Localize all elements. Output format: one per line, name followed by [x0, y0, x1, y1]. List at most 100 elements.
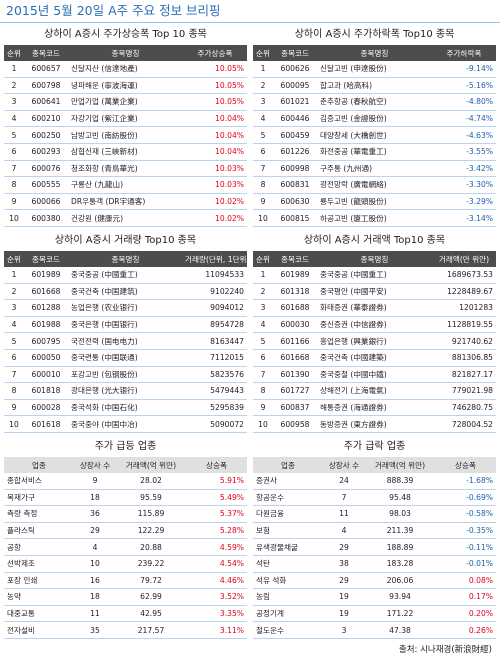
table-cell: 9 [4, 399, 24, 417]
table-cell: 600066 [24, 193, 68, 211]
table-cell: 3 [253, 93, 273, 111]
table-cell: 600630 [273, 193, 317, 211]
table-cell: 11 [323, 505, 365, 523]
table-row: 선박제조 10 239.22 4.54% [4, 555, 247, 573]
table-cell: 신달고빈 (申達股份) [317, 61, 432, 78]
table-cell: 8 [253, 176, 273, 194]
table-cell: 11 [74, 605, 116, 623]
table-cell: 남방고빈 (南紡股份) [68, 126, 183, 144]
table-row: 7 600998 구주통 (九州通) -3.42% [253, 160, 496, 178]
table-row: 8 601727 상해전기 (上海電氣) 779021.98 [253, 382, 496, 400]
table-cell: 211.39 [365, 522, 435, 540]
table-cell: 중국중철 (中國中鐵) [317, 366, 432, 384]
table-cell: 1228489.67 [432, 283, 496, 301]
column-header: 순위 [4, 45, 24, 61]
table-cell: 600210 [24, 110, 68, 128]
table-row: 6 600050 중국련통 (中国联通) 7112015 [4, 349, 247, 367]
table-row: 2 600095 합고과 (哈高科) -5.16% [253, 77, 496, 95]
table-row: 10 600958 동방증권 (東方證券) 728004.52 [253, 415, 496, 433]
table-cell: 공정기계 [253, 605, 323, 623]
table-row: 대중교통 11 42.95 3.35% [4, 605, 247, 623]
table-cell: 8 [4, 382, 24, 400]
table-cell: 600095 [273, 77, 317, 95]
table-cell: 881306.85 [432, 349, 496, 367]
table-cell: 중국건축 (中國建築) [317, 349, 432, 367]
table-cell: 746280.75 [432, 399, 496, 417]
table-cell: 김증고빈 (金證股份) [317, 110, 432, 128]
table-cell: -0.35% [435, 522, 496, 540]
table-section: 상하이 A증시 주가하락폭 Top10 종목 순위 종목코드 종목명칭 주가하락폭 1 60… [253, 23, 496, 229]
table-cell: 목재가구 [4, 489, 74, 507]
table-cell: 600795 [24, 332, 68, 350]
table-cell: 600626 [273, 61, 317, 78]
table-cell: 구룡산 (九龍山) [68, 176, 183, 194]
table-cell: 600815 [273, 209, 317, 227]
table-cell: 600446 [273, 110, 317, 128]
table-cell: 신달지산 (信達地產) [68, 61, 183, 78]
table-cell: 2 [4, 77, 24, 95]
table-cell: 1 [253, 267, 273, 284]
table-cell: 601989 [24, 267, 68, 284]
table-cell: 98.03 [365, 505, 435, 523]
table-cell: 7112015 [183, 349, 247, 367]
header-row: 업종 상장사 수 거래액(억 위안) 상승폭 [253, 457, 496, 473]
table-cell: 600657 [24, 61, 68, 78]
table-cell: 9 [74, 473, 116, 490]
column-header: 순위 [253, 251, 273, 267]
table-cell: 601166 [273, 332, 317, 350]
table-cell: 1128819.55 [432, 316, 496, 334]
table-row: 1 600657 신달지산 (信達地產) 10.05% [4, 61, 247, 78]
table-row: 공정기계 19 171.22 0.20% [253, 605, 496, 623]
table-cell: 합고과 (哈高科) [317, 77, 432, 95]
table-cell: 중국중야 (中国中冶) [68, 415, 183, 433]
table-cell: -4.80% [432, 93, 496, 111]
table-row: 10 600815 하공고빈 (廈工股份) -3.14% [253, 209, 496, 227]
table-cell: 5.91% [186, 473, 247, 490]
table-cell: 자강기업 (紫江企業) [68, 110, 183, 128]
column-header: 종목명칭 [68, 251, 183, 267]
table-cell: 122.29 [116, 522, 186, 540]
table-cell: 11094533 [183, 267, 247, 284]
table-cell: -9.14% [432, 61, 496, 78]
table-cell: 광전망락 (廣電網絡) [317, 176, 432, 194]
table-row: 7 600076 청조화항 (青鳥華光) 10.03% [4, 160, 247, 178]
table-cell: 42.95 [116, 605, 186, 623]
table-cell: 공항 [4, 538, 74, 556]
table-cell: 3 [323, 621, 365, 639]
table-section: 상하이 A증시 주가상승폭 Top 10 종목 순위 종목코드 종목명칭 주가상승폭 1 6… [4, 23, 247, 229]
table-cell: 36 [74, 505, 116, 523]
table-cell: 선박제조 [4, 555, 74, 573]
table-cell: 601618 [24, 415, 68, 433]
table-cell: -3.30% [432, 176, 496, 194]
table-row: 2 600798 녕파해운 (寧波海運) 10.05% [4, 77, 247, 95]
table-cell: 47.38 [365, 621, 435, 639]
header-row: 순위 종목코드 종목명칭 거래액(만 위안) [253, 251, 496, 267]
table-row: 9 600630 룡두고빈 (龍頭股份) -3.29% [253, 193, 496, 211]
table-cell: 2 [253, 77, 273, 95]
table-title: 상하이 A증시 거래액 Top10 종목 [303, 235, 446, 246]
table-title: 주가 급락 업종 [343, 441, 406, 452]
table-row: 4 600446 김증고빈 (金證股份) -4.74% [253, 110, 496, 128]
table-cell: 건강원 (健康元) [68, 209, 183, 227]
table-cell: 19 [323, 605, 365, 623]
column-header: 종목명칭 [317, 45, 432, 61]
table-cell: 중국건축 (中国建筑) [68, 283, 183, 301]
table-cell: 중국련통 (中国联通) [68, 349, 183, 367]
table-cell: 10 [74, 555, 116, 573]
table-title: 상하이 A증시 주가상승폭 Top 10 종목 [44, 29, 207, 40]
table-cell: 중신증권 (中信證券) [317, 316, 432, 334]
table-row: 9 600028 중국석화 (中国石化) 5295839 [4, 399, 247, 417]
table-cell: 38 [323, 555, 365, 573]
table-cell: 대양창세 (大橋創世) [317, 126, 432, 144]
table-cell: 239.22 [116, 555, 186, 573]
table-cell: 농약 [4, 588, 74, 606]
header-row: 업종 상장사 수 거래액(억 위안) 상승폭 [4, 457, 247, 473]
table-cell: 화전중공 (華電重工) [317, 143, 432, 161]
column-header: 종목코드 [273, 251, 317, 267]
table-cell: 4 [323, 522, 365, 540]
table-cell: 항공운수 [253, 489, 323, 507]
table-cell: 1 [4, 267, 24, 284]
table-cell: 217.57 [116, 621, 186, 639]
